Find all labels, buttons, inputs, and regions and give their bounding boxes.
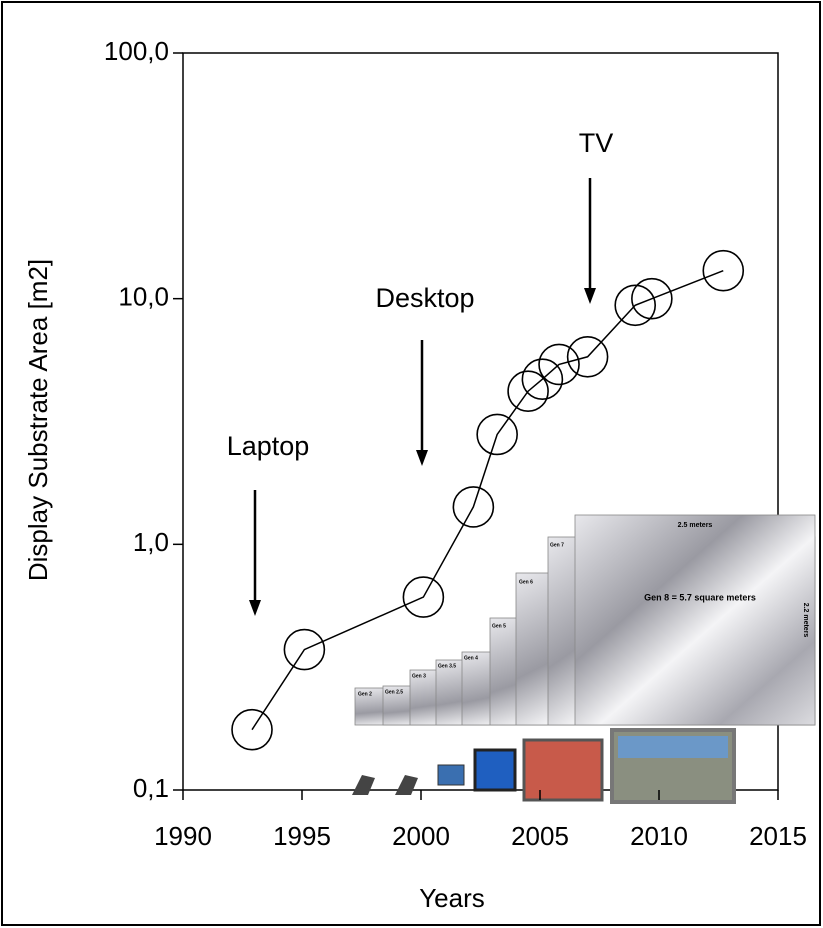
arrowhead	[416, 450, 428, 466]
x-tick-label: 2005	[511, 821, 569, 851]
panel	[574, 514, 816, 726]
width-label: 2.5 meters	[678, 522, 713, 529]
y-tick-label: 1,0	[133, 527, 169, 557]
annotation: Desktop	[375, 283, 474, 313]
data-point	[538, 343, 580, 386]
data-point	[507, 370, 549, 413]
y-axis-title: Display Substrate Area [m2]	[23, 259, 53, 581]
annotation: Laptop	[227, 431, 310, 461]
x-tick-label: 1990	[154, 821, 212, 851]
data-point	[614, 284, 657, 327]
data-point	[566, 335, 609, 378]
arrowhead	[249, 600, 261, 616]
laptop-icon	[352, 775, 375, 795]
y-tick-label: 0,1	[133, 773, 169, 803]
data-point	[452, 486, 495, 528]
x-axis-title: Years	[419, 883, 485, 913]
tv-sky	[618, 736, 728, 758]
data-point	[702, 249, 745, 292]
data-point	[231, 708, 273, 751]
laptop-icon	[395, 775, 418, 795]
data-point	[476, 413, 518, 456]
gen-label: Gen 3.5	[438, 663, 456, 669]
data-point	[521, 358, 564, 401]
height-label: 2.2 meters	[802, 603, 809, 638]
x-tick-label: 2000	[392, 821, 450, 851]
inset	[354, 514, 816, 726]
gen-label: Gen 4	[464, 655, 478, 661]
data-point	[283, 628, 326, 671]
gen-label: Gen 2.5	[385, 689, 403, 695]
gen-label: Gen 6	[519, 579, 533, 585]
monitor-icon	[473, 748, 517, 792]
y-tick-label: 100,0	[104, 36, 169, 66]
gen8-label: Gen 8 = 5.7 square meters	[644, 592, 756, 602]
arrows	[253, 178, 592, 602]
y-tick-label: 10,0	[118, 282, 169, 312]
annotation: TV	[579, 128, 614, 158]
arrowheads	[249, 288, 596, 616]
arrowhead	[584, 288, 596, 304]
data-point	[631, 277, 673, 320]
device-icons	[352, 728, 736, 804]
gen-label: Gen 5	[492, 623, 506, 629]
data-point	[402, 576, 445, 618]
x-tick-label: 2015	[749, 821, 807, 851]
x-tick-label: 2010	[630, 821, 688, 851]
gen-label: Gen 7	[550, 542, 564, 548]
gen-label: Gen 3	[412, 673, 426, 679]
tv-icon	[522, 738, 604, 802]
data-line	[251, 269, 724, 731]
monitor-icon	[437, 764, 465, 786]
gen-label: Gen 2	[358, 691, 372, 697]
x-tick-label: 1995	[273, 821, 331, 851]
